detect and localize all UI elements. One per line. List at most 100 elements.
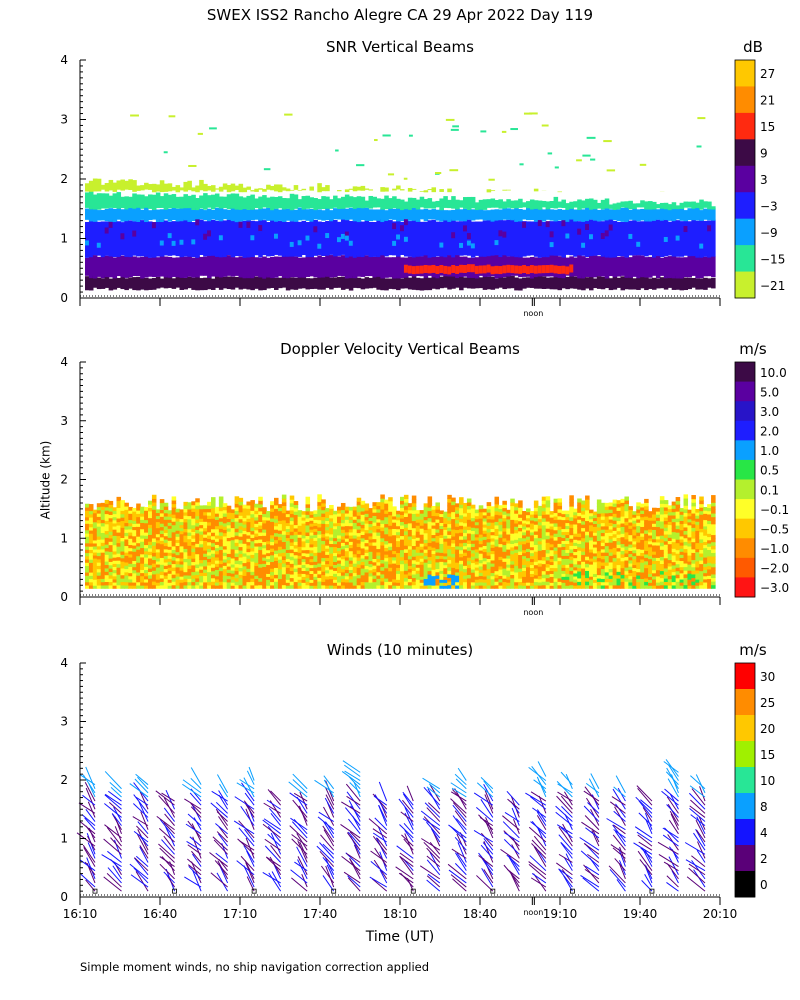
velocity-cell [573,523,578,528]
velocity-cell [435,571,440,576]
velocity-cell [644,560,649,565]
snr-cell [470,221,476,258]
snr-cell [671,256,677,279]
velocity-cell [108,504,114,509]
velocity-cell [230,563,236,568]
snr-cell [667,221,673,256]
velocity-cell [644,557,649,562]
snr-cell [400,278,405,289]
velocity-cell [502,514,507,519]
velocity-cell [96,562,102,566]
snr-cell [603,140,612,143]
velocity-cell [191,571,196,576]
velocity-cell [443,538,448,542]
velocity-cell [541,577,547,582]
snr-cell [301,207,307,220]
snr-cell [608,256,614,277]
velocity-cell [364,571,370,576]
velocity-cell [589,582,594,586]
velocity-cell [144,532,149,536]
snr-cell [388,278,393,289]
snr-cell [124,278,129,291]
velocity-cell [494,496,500,501]
velocity-cell [163,525,169,530]
velocity-cell [132,532,137,537]
velocity-cell [577,519,582,524]
velocity-cell [644,526,649,531]
velocity-cell [266,540,271,545]
velocity-cell [549,585,555,589]
velocity-cell [470,504,476,509]
velocity-cell [301,576,307,580]
velocity-cell [301,517,307,521]
velocity-cell [167,561,173,565]
snr-cell [317,243,322,249]
velocity-cell [140,544,145,549]
velocity-cell [301,567,307,572]
velocity-cell [529,537,535,542]
velocity-cell [285,546,291,550]
velocity-cell [470,540,476,544]
velocity-cell [506,530,511,535]
velocity-cell [183,525,188,530]
velocity-cell [463,529,468,534]
velocity-cell [285,555,291,559]
snr-cell [581,209,586,222]
velocity-cell [140,528,145,533]
velocity-cell [124,545,129,550]
snr-cell [222,276,228,289]
velocity-cell [585,556,590,561]
velocity-cell [407,565,413,570]
velocity-cell [218,538,224,543]
snr-cell [695,255,700,279]
snr-cell [612,207,618,221]
velocity-cell [175,517,181,522]
snr-cell [482,199,488,210]
snr-cell [85,240,90,246]
snr-cell [376,209,381,221]
velocity-cell [392,563,397,567]
velocity-cell [423,542,429,547]
velocity-cell [120,506,125,511]
snr-cell [541,222,547,258]
velocity-cell [486,518,492,523]
snr-cell [506,219,511,257]
velocity-cell [596,560,602,565]
velocity-cell [652,529,657,534]
velocity-cell [132,507,137,512]
velocity-cell [561,510,566,515]
velocity-cell [325,575,330,580]
velocity-cell [376,502,381,507]
velocity-cell [254,575,259,580]
velocity-cell [207,584,212,589]
velocity-cell [183,548,188,553]
velocity-cell [652,517,657,521]
velocity-cell [411,573,417,579]
velocity-cell [187,561,192,566]
snr-cell [518,208,523,222]
velocity-cell [620,516,626,521]
velocity-cell [569,552,574,557]
velocity-cell [518,584,523,589]
velocity-cell [396,516,401,521]
velocity-cell [411,538,417,543]
velocity-cell [502,581,507,586]
velocity-cell [344,547,350,552]
velocity-cell [628,556,633,561]
snr-cell [108,278,114,291]
velocity-cell [407,545,413,550]
velocity-cell [482,545,488,550]
snr-cell [576,159,582,162]
velocity-cell [218,500,224,505]
velocity-cell [411,552,417,557]
velocity-cell [112,585,118,589]
velocity-cell [258,560,263,565]
velocity-cell [179,554,185,559]
velocity-cell [136,523,141,527]
snr-cell [648,278,653,289]
velocity-cell [482,579,488,583]
velocity-cell [277,536,283,541]
velocity-cell [340,548,346,553]
velocity-cell [372,545,377,550]
velocity-cell [648,579,653,583]
